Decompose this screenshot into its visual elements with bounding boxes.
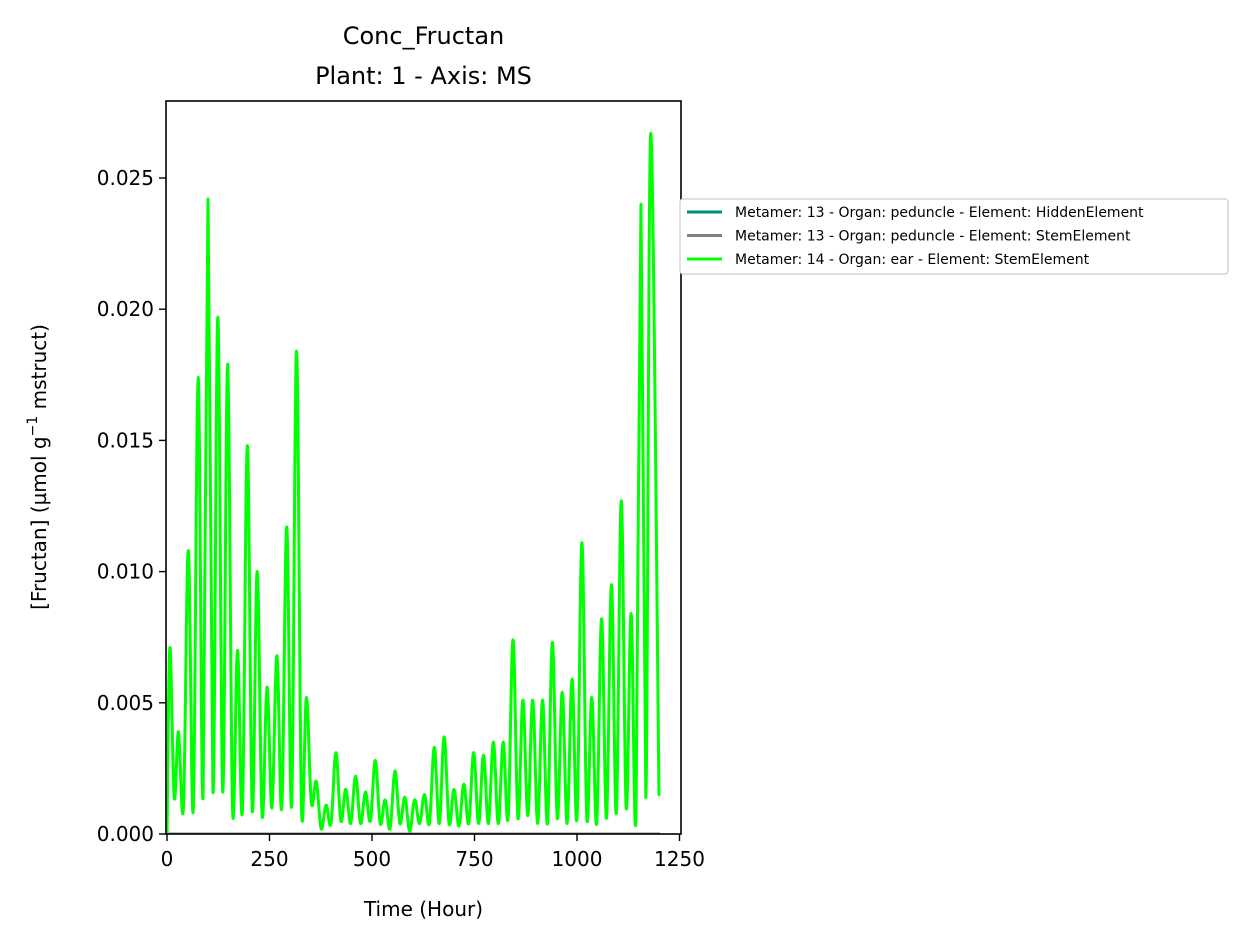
x-tick-label: 0: [161, 847, 174, 871]
legend-label: Metamer: 14 - Organ: ear - Element: Stem…: [735, 252, 1090, 268]
legend-entries: Metamer: 13 - Organ: peduncle - Element:…: [687, 205, 1144, 268]
series-line-3: [166, 131, 661, 834]
x-tick-label: 1000: [552, 847, 603, 871]
y-tick-label: 0.000: [97, 822, 154, 846]
y-axis-label-main: [Fructan] (µmol g: [27, 436, 51, 610]
legend-label: Metamer: 13 - Organ: peduncle - Element:…: [735, 229, 1131, 245]
legend: Metamer: 13 - Organ: peduncle - Element:…: [679, 198, 1229, 275]
y-axis-label-exponent: −1: [25, 416, 41, 437]
y-tick-label: 0.015: [97, 428, 154, 452]
y-axis-label: [Fructan] (µmol g−1 mstruct): [25, 324, 51, 610]
chart-subtitle: Plant: 1 - Axis: MS: [315, 62, 532, 90]
y-tick-label: 0.025: [97, 166, 154, 190]
x-axis-ticks: 0 250 500 750 1000 1250: [161, 834, 705, 871]
y-axis-ticks: 0.000 0.005 0.010 0.015 0.020 0.025: [97, 166, 166, 846]
x-tick-label: 1250: [654, 847, 705, 871]
chart-title: Conc_Fructan: [343, 22, 505, 50]
y-tick-label: 0.010: [97, 560, 154, 584]
plot-area-frame: [165, 100, 682, 835]
x-tick-label: 750: [455, 847, 493, 871]
y-tick-label: 0.005: [97, 691, 154, 715]
x-tick-label: 500: [353, 847, 391, 871]
x-axis-label: Time (Hour): [363, 897, 483, 921]
x-tick-label: 250: [250, 847, 288, 871]
legend-frame: [679, 198, 1229, 275]
series-layer: [166, 131, 661, 834]
y-tick-label: 0.020: [97, 297, 154, 321]
legend-label: Metamer: 13 - Organ: peduncle - Element:…: [735, 205, 1144, 221]
y-axis-label-unit: mstruct): [27, 324, 51, 416]
